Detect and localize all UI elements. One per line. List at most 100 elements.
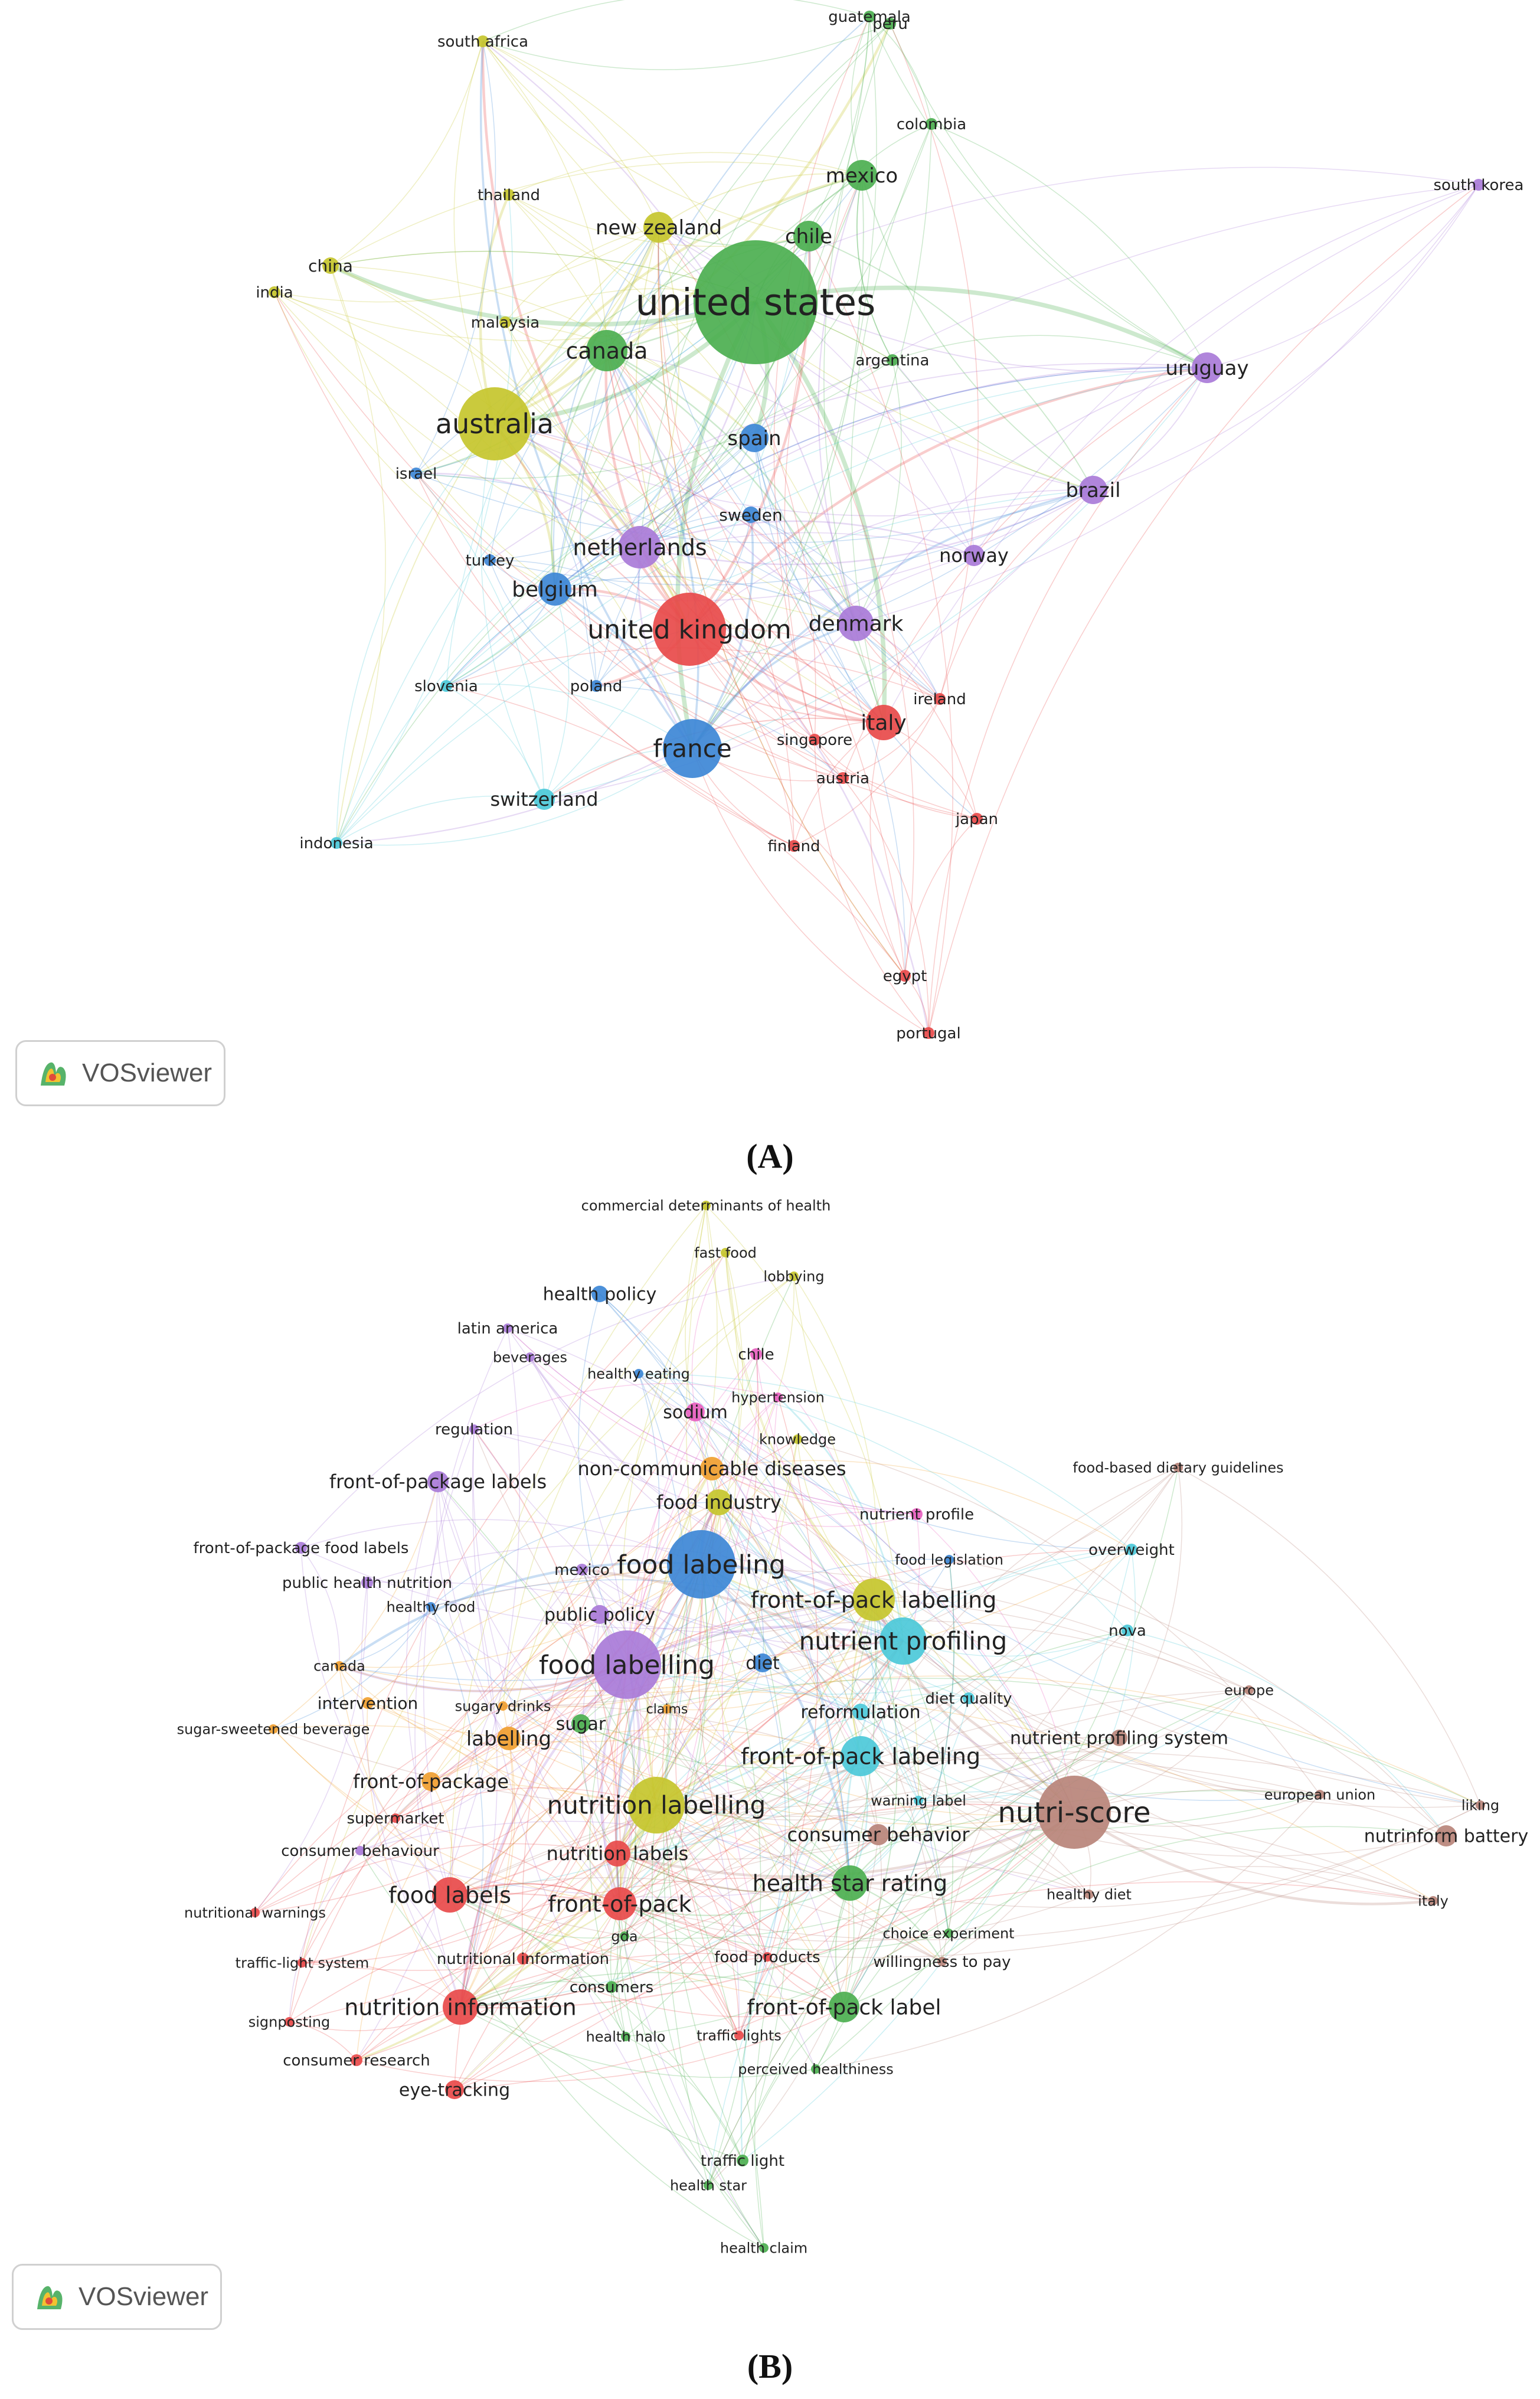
keyword-label-nova: nova — [1109, 1622, 1146, 1640]
keyword-edge — [359, 1850, 743, 2161]
country-edge — [855, 623, 977, 819]
keyword-edge — [339, 1663, 627, 1692]
keyword-label-front-of-pack-labelling: front-of-pack labelling — [751, 1587, 997, 1613]
keyword-edge — [339, 1665, 657, 1806]
keyword-label-health-star-rating: health star rating — [753, 1870, 948, 1896]
keyword-edge — [273, 1728, 620, 1904]
country-label-denmark: denmark — [809, 612, 904, 636]
country-edge — [784, 175, 862, 740]
country-edge — [494, 423, 856, 624]
keyword-edge — [708, 1737, 1120, 2186]
country-label-guatemala: guatemala — [828, 8, 911, 26]
keyword-label-consumer-research: consumer research — [283, 2052, 430, 2070]
keyword-label-regulation: regulation — [435, 1421, 513, 1439]
country-edge — [814, 739, 977, 819]
keyword-edge — [300, 1519, 702, 1565]
country-edge — [606, 349, 857, 624]
country-edge — [904, 975, 929, 1034]
keyword-edge — [948, 1826, 1447, 1934]
country-edge — [554, 589, 843, 779]
keyword-label-front-of-package: front-of-package — [353, 1770, 509, 1793]
keyword-edge — [756, 1354, 874, 1600]
keyword-edge — [356, 2006, 845, 2082]
keyword-edge — [273, 1725, 851, 1884]
keyword-node-food-labeling — [667, 1530, 735, 1599]
keyword-edge — [617, 1467, 1179, 1854]
country-node-mexico — [846, 160, 877, 191]
country-edge — [330, 265, 755, 439]
keyword-node-labelling — [497, 1727, 521, 1750]
keyword-label-nutrition-labelling: nutrition labelling — [547, 1791, 766, 1820]
country-edge — [416, 227, 659, 474]
keyword-node-nutrition-information — [443, 1989, 478, 2025]
keyword-edge — [460, 1689, 1250, 2008]
keyword-edge — [581, 1568, 1075, 1813]
vosviewer-logo-icon — [41, 1062, 66, 1086]
keyword-node-canada — [335, 1661, 344, 1671]
keyword-label-choice-experiment: choice experiment — [882, 1925, 1014, 1942]
keyword-node-front-of-package-food-labels — [295, 1542, 307, 1554]
network-panel-a: united states australia united kingdom fran… — [0, 0, 1540, 1110]
keyword-label-supermarket: supermarket — [346, 1810, 444, 1828]
country-edge — [639, 489, 1094, 566]
keyword-edge — [626, 1397, 779, 1665]
country-edge — [692, 555, 975, 749]
keyword-node-public-health-nutrition — [361, 1577, 373, 1589]
country-edge — [446, 684, 693, 749]
keyword-label-nutrient-profiling: nutrient profiling — [799, 1627, 1008, 1656]
country-edge — [508, 194, 690, 630]
keyword-edge — [356, 1328, 521, 2061]
keyword-edge — [619, 1803, 1075, 1904]
country-edge — [1093, 367, 1208, 491]
country-edge — [544, 589, 570, 800]
country-edge — [416, 473, 545, 800]
country-edge — [842, 367, 1208, 779]
country-node-spain — [740, 424, 769, 452]
keyword-edge — [580, 1723, 618, 1854]
country-edge — [842, 777, 929, 1034]
country-edge — [446, 184, 1479, 687]
keyword-node-knowledge — [793, 1434, 802, 1444]
keyword-edge — [656, 1737, 1120, 1821]
country-edge — [639, 547, 884, 724]
country-label-china: china — [308, 256, 353, 276]
keyword-edge — [773, 1397, 861, 1757]
country-edge — [973, 184, 1479, 556]
country-label-united-kingdom: united kingdom — [587, 615, 791, 645]
country-label-japan: japan — [955, 810, 998, 828]
country-edge — [1093, 184, 1479, 491]
country-edge — [818, 175, 863, 624]
country-node-united-states — [694, 240, 818, 364]
keyword-edge — [617, 1853, 768, 1957]
keyword-edge — [430, 1564, 702, 1782]
keyword-edge — [619, 1882, 851, 1916]
country-edge — [554, 589, 884, 724]
keyword-node-consumers — [606, 1981, 617, 1993]
keyword-edge — [581, 1569, 740, 2036]
caption-b: (B) — [747, 2347, 793, 2385]
country-label-argentina: argentina — [856, 352, 930, 370]
country-edge — [928, 367, 1208, 1034]
keyword-node-diet — [753, 1653, 772, 1672]
country-edge — [416, 473, 977, 819]
keyword-node-nutrient-profile — [911, 1508, 923, 1520]
country-node-new-zealand — [643, 212, 674, 243]
keyword-edge — [430, 1579, 904, 1642]
country-label-australia: australia — [436, 408, 554, 440]
keyword-node-commercial-determinants-of-health — [701, 1201, 711, 1210]
keyword-label-traffic-lights: traffic lights — [697, 2027, 782, 2044]
keyword-edge — [718, 1502, 1090, 1895]
keyword-edge — [860, 1756, 949, 1934]
keyword-edge — [843, 1559, 955, 2008]
country-edge — [494, 423, 691, 630]
keyword-edge — [611, 1564, 708, 1988]
keyword-edge — [449, 1894, 743, 2161]
keyword-label-europe: europe — [1224, 1682, 1274, 1698]
country-edge — [482, 23, 891, 70]
country-edge — [416, 473, 794, 846]
keyword-node-hypertension — [773, 1393, 783, 1402]
keyword-node-front-of-pack — [603, 1887, 636, 1920]
keyword-node-front-of-pack-labeling — [841, 1736, 881, 1776]
keyword-edge — [617, 1853, 851, 1893]
keyword-edge — [449, 1877, 943, 1962]
